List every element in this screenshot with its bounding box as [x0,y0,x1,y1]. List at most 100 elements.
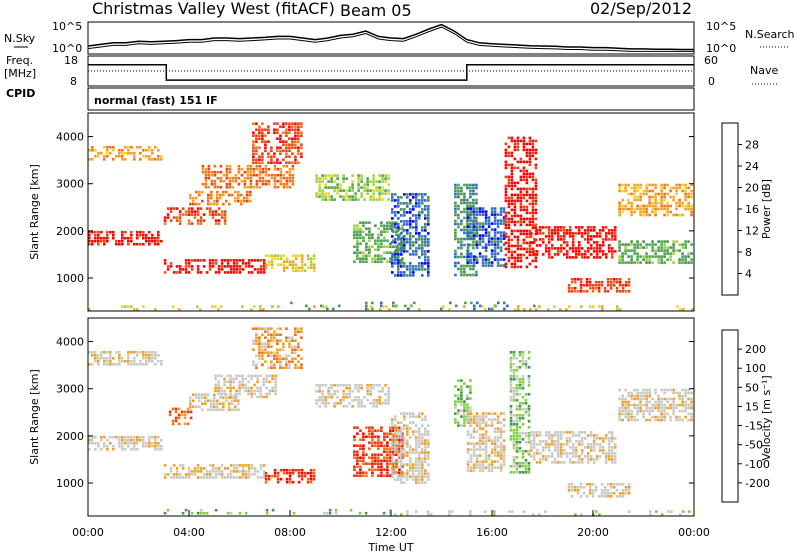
heatmap-cell [342,399,345,402]
heatmap-cell [642,210,645,214]
heatmap-cell [403,475,406,478]
heatmap-cell [391,424,394,427]
heatmap-cell [392,429,395,432]
heatmap-cell [454,264,457,268]
heatmap-cell [403,415,406,418]
heatmap-cell [630,201,633,205]
heatmap-cell [222,193,225,197]
heatmap-cell [534,181,538,185]
heatmap-cell [481,237,485,240]
heatmap-cell [357,396,360,399]
heatmap-cell [633,246,636,249]
heatmap-cell [279,167,283,171]
heatmap-cell [300,366,303,369]
heatmap-cell [519,220,523,224]
heatmap-cell [567,483,571,486]
heatmap-cell [225,199,228,203]
heatmap-cell [507,151,511,155]
heatmap-cell [684,409,687,413]
heatmap-cell [424,427,427,430]
heatmap-cell [400,457,403,460]
heatmap-cell [538,461,542,464]
heatmap-cell [291,339,294,342]
heatmap-cell [381,192,384,195]
heatmap-cell [595,241,599,244]
heatmap-cell [291,336,294,339]
beam-label: Beam 05 [340,1,412,20]
heatmap-cell [421,196,424,199]
heatmap-cell [512,399,516,402]
heatmap-cell [524,363,528,366]
heatmap-cell [487,234,491,237]
heatmap-cell [285,357,288,360]
heatmap-cell [522,169,526,173]
heatmap-cell [588,284,592,287]
heatmap-cell [270,336,273,339]
heatmap-cell [363,396,366,399]
heatmap-cell [353,230,356,233]
heatmap-cell [589,455,593,458]
heatmap-cell [94,149,97,152]
heatmap-cell [675,183,678,187]
heatmap-cell [645,406,648,410]
heatmap-cell [472,451,476,454]
heatmap-cell [285,146,288,149]
heatmap-cell [270,263,274,266]
heatmap-cell [678,394,681,398]
heatmap-cell [265,392,268,396]
heatmap-cell [469,397,472,400]
heatmap-cell [648,258,651,261]
heatmap-cell [225,190,228,194]
heatmap-cell [392,245,395,248]
heatmap-cell [368,456,371,459]
heatmap-cell [267,254,271,257]
heatmap-cell [571,431,575,434]
heatmap-cell [345,195,348,198]
heatmap-cell [521,378,525,381]
heatmap-cell [478,421,482,424]
heatmap-cell [409,217,412,220]
heatmap-cell [469,424,473,427]
heatmap-cell [509,438,513,441]
heatmap-cell [139,351,142,354]
heatmap-cell [571,238,575,241]
heatmap-cell [553,229,557,232]
heatmap-cell [214,219,218,222]
heatmap-cell [502,210,506,213]
heatmap-cell [630,261,633,264]
heatmap-cell [216,408,219,411]
heatmap-cell [528,262,532,266]
heatmap-cell [499,469,503,472]
heatmap-cell [681,213,684,217]
heatmap-cell [589,449,593,452]
heatmap-cell [240,173,244,177]
heatmap-cell [142,357,145,360]
heatmap-cell [199,259,203,262]
heatmap-cell [648,391,651,395]
heatmap-cell [237,193,240,197]
heatmap-cell [127,149,130,152]
heatmap-cell [660,189,663,193]
heatmap-cell [312,471,316,475]
heatmap-cell [386,260,389,263]
heatmap-cell [207,202,210,206]
heatmap-cell [359,236,362,239]
colorbar-tick-label: 24 [745,160,759,173]
heatmap-cell [97,239,100,243]
heatmap-cell [472,436,476,439]
heatmap-cell [276,146,279,149]
heatmap-cell [240,179,244,183]
heatmap-cell [510,265,514,269]
heatmap-cell [472,427,476,430]
heatmap-cell [377,242,380,245]
heatmap-cell [315,399,318,402]
heatmap-cell [613,452,617,455]
heatmap-cell [449,301,452,305]
heatmap-cell [217,271,221,274]
heatmap-cell [510,151,514,155]
heatmap-cell [613,443,617,446]
heatmap-cell [496,454,500,457]
heatmap-cell [627,278,631,281]
heatmap-cell [258,185,262,189]
heatmap-cell [205,271,209,274]
